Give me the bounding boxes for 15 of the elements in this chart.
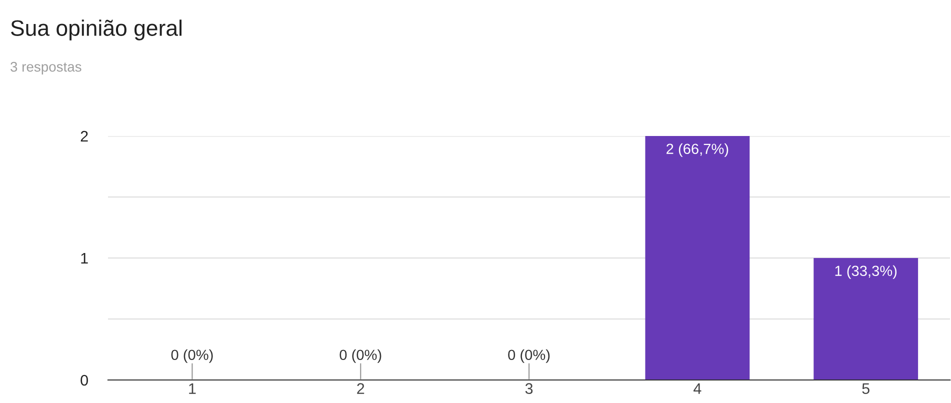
y-tick-label: 2 — [80, 130, 88, 142]
data-label: 0 (0%) — [171, 349, 213, 363]
y-tick-label: 0 — [80, 374, 88, 386]
data-label: 0 (0%) — [340, 349, 382, 363]
data-label: 1 (33,3%) — [835, 265, 897, 279]
x-tick-label: 4 — [694, 383, 702, 394]
chart-title: Sua opinião geral — [11, 20, 182, 40]
data-label: 2 (66,7%) — [666, 143, 728, 157]
x-tick-label: 3 — [525, 383, 533, 394]
x-tick-label: 1 — [189, 383, 196, 394]
data-label: 0 (0%) — [508, 349, 550, 363]
y-tick-label: 1 — [81, 253, 88, 264]
chart-subtitle: 3 respostas — [10, 62, 82, 74]
x-tick-label: 5 — [862, 383, 870, 394]
x-tick-label: 2 — [357, 383, 364, 394]
